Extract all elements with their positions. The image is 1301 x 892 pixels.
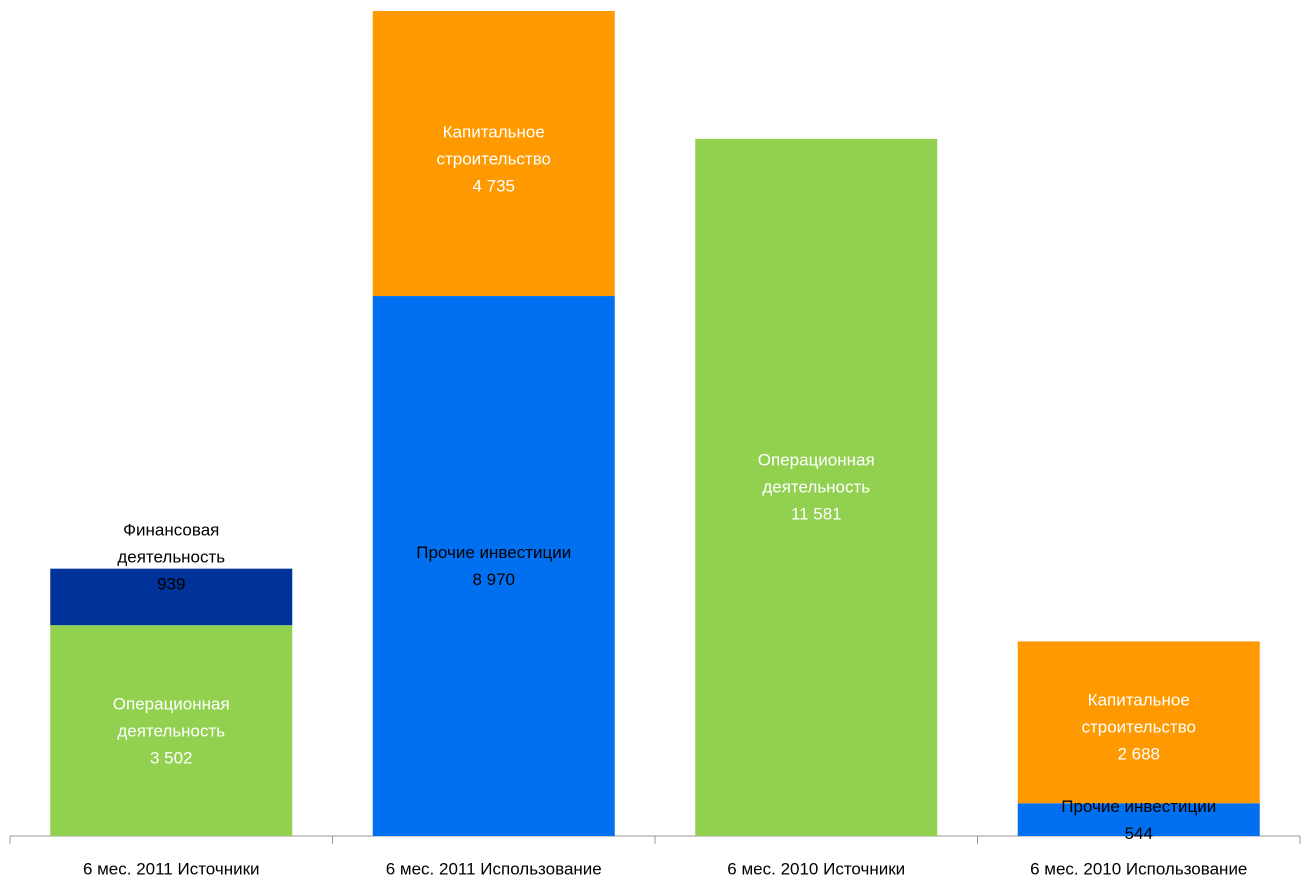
data-label-name: Операционная деятельность (757, 450, 875, 497)
data-label-name: Финансовая деятельность (117, 520, 226, 567)
data-label-value: 3 502 (149, 748, 193, 768)
data-label: Прочие инвестиции 544 (1044, 793, 1234, 847)
x-tick-label: 6 мес. 2010 Использование (1030, 859, 1247, 878)
bar-segment (372, 11, 615, 297)
bar-segment (1017, 641, 1260, 804)
bar-segment (1017, 803, 1260, 836)
x-tick-label: 6 мес. 2011 Использование (386, 859, 602, 878)
bar-segment (50, 625, 293, 836)
data-label-value: 544 (1124, 823, 1153, 843)
data-label-name: Прочие инвестиции (416, 543, 572, 563)
data-label-value: 4 735 (472, 176, 516, 196)
bar-segment (50, 568, 293, 626)
data-label-value: 8 970 (472, 570, 516, 590)
data-label-name: Капитальное строительство (1081, 690, 1197, 737)
data-label: Операционная деятельность 11 581 (721, 447, 911, 528)
data-label: Капитальное строительство 4 735 (399, 118, 589, 199)
data-label: Финансовая деятельность 939 (76, 516, 266, 597)
data-label-name: Капитальное строительство (436, 122, 552, 169)
bar-segment (695, 138, 938, 836)
data-label: Операционная деятельность 3 502 (76, 690, 266, 771)
x-tick-label: 6 мес. 2011 Источники (83, 859, 260, 878)
data-label-value: 11 581 (790, 504, 842, 524)
data-label-value: 939 (157, 574, 186, 594)
data-label-name: Операционная деятельность (112, 694, 230, 741)
x-tick-label: 6 мес. 2010 Источники (727, 859, 905, 878)
data-label: Капитальное строительство 2 688 (1044, 687, 1234, 768)
data-label-name: Прочие инвестиции (1061, 796, 1217, 816)
data-label: Прочие инвестиции 8 970 (399, 539, 589, 593)
data-label-value: 2 688 (1117, 744, 1161, 764)
bar-segment (372, 296, 615, 836)
